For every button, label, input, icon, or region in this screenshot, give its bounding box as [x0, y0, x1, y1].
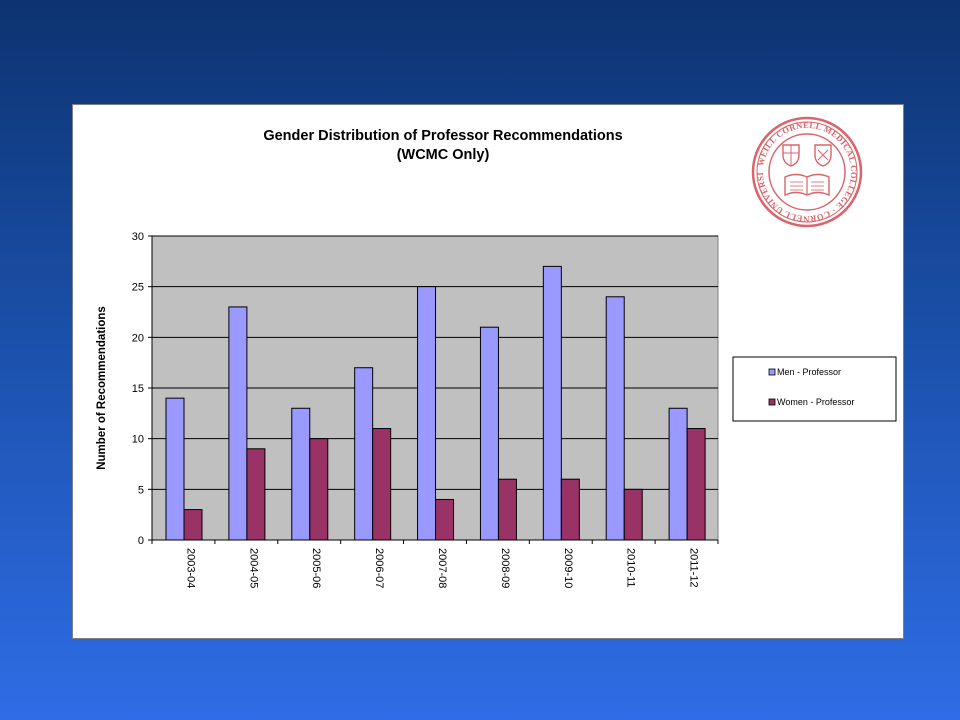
bar-women-2009-10	[560, 478, 580, 541]
y-tick-label: 25	[132, 282, 144, 294]
x-tick-label: 2011-12	[688, 548, 700, 588]
chart-panel: Gender Distribution of Professor Recomme…	[72, 104, 904, 639]
legend-swatch-men	[768, 368, 776, 376]
bar-women-2007-08	[435, 498, 455, 541]
bar-women-2003-04	[183, 509, 203, 541]
legend: Men - Professor Women - Professor	[732, 356, 897, 422]
legend-label-men: Men - Professor	[777, 367, 841, 377]
bar-men-2007-08	[417, 286, 437, 541]
bar-women-2011-12	[686, 428, 706, 541]
bar-women-2005-06	[309, 438, 329, 541]
y-tick-label: 0	[138, 535, 144, 547]
legend-box	[732, 356, 897, 422]
bar-men-2006-07	[354, 367, 374, 541]
legend-swatch-women	[768, 398, 776, 406]
bar-women-2006-07	[372, 428, 392, 541]
chart-svg: Gender Distribution of Professor Recomme…	[73, 105, 897, 588]
x-tick-label: 2007-08	[436, 548, 448, 588]
cornell-seal-logo: WEILL CORNELL MEDICAL COLLEGE · CORNELL …	[73, 105, 863, 228]
seal-ring-text: WEILL CORNELL MEDICAL COLLEGE · CORNELL …	[73, 105, 859, 224]
chart-subtitle: (WCMC Only)	[397, 147, 490, 163]
x-tick-label: 2009-10	[562, 548, 574, 588]
bar-men-2011-12	[668, 407, 688, 541]
y-axis-label: Number of Recommendations	[96, 306, 108, 470]
x-tick-label: 2005-06	[310, 548, 322, 588]
x-tick-label: 2008-09	[499, 548, 511, 588]
bar-men-2009-10	[542, 265, 562, 541]
bar-women-2010-11	[623, 488, 643, 541]
y-tick-label: 5	[138, 484, 144, 496]
bar-women-2008-09	[497, 478, 517, 541]
y-tick-label: 30	[132, 231, 144, 243]
bar-men-2004-05	[228, 306, 248, 541]
y-tick-label: 10	[132, 434, 144, 446]
x-tick-label: 2003-04	[184, 548, 196, 588]
legend-label-women: Women - Professor	[777, 397, 854, 407]
bar-men-2010-11	[605, 296, 625, 541]
chart-title: Gender Distribution of Professor Recomme…	[263, 128, 622, 144]
bar-men-2003-04	[165, 397, 185, 541]
x-tick-label: 2006-07	[373, 548, 385, 588]
x-tick-label: 2010-11	[625, 548, 637, 588]
bar-women-2004-05	[246, 448, 266, 541]
x-tick-label: 2004-05	[247, 548, 259, 588]
bar-men-2008-09	[479, 326, 499, 541]
y-tick-label: 15	[132, 383, 144, 395]
bar-men-2005-06	[291, 407, 311, 541]
y-tick-label: 20	[132, 332, 144, 344]
